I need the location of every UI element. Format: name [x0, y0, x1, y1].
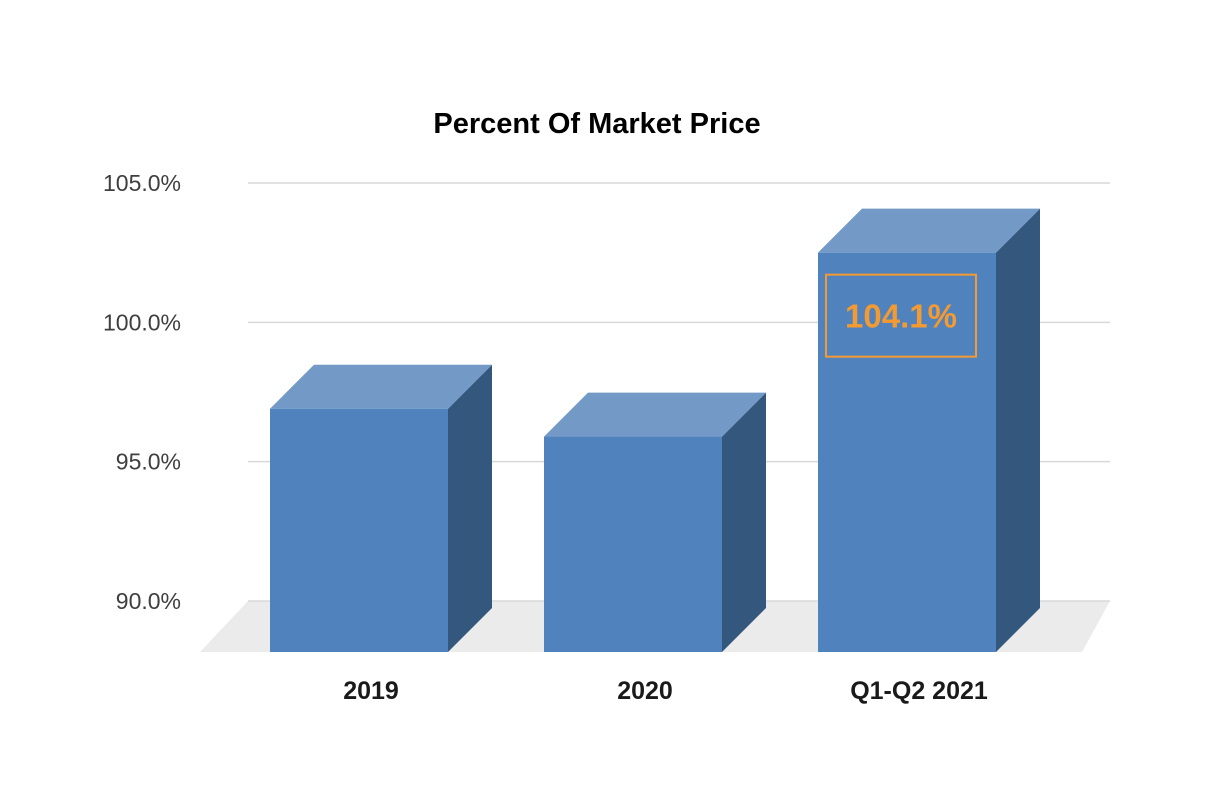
annotation-box	[825, 273, 977, 358]
annotation-label: 104.1%	[845, 298, 957, 335]
x-tick-label: 2020	[617, 677, 673, 705]
chart-title: Percent Of Market Price	[433, 108, 760, 140]
bar-top	[818, 208, 1040, 253]
bar-top	[270, 364, 492, 409]
annotations: 104.1%	[825, 273, 977, 358]
x-axis-tick-labels: 2019 2020 Q1-Q2 2021	[343, 677, 988, 705]
bar-side	[448, 364, 492, 652]
x-tick-label: 2019	[343, 677, 399, 705]
y-axis-tick-labels: 90.0% 95.0% 100.0% 105.0%	[103, 170, 181, 614]
bar-top	[544, 392, 766, 437]
bar	[818, 208, 1040, 652]
bar-front	[818, 252, 996, 652]
bar	[270, 364, 492, 652]
annotation-callout: 104.1%	[825, 273, 977, 358]
y-tick-label: 90.0%	[116, 588, 181, 614]
bar-side	[722, 392, 766, 652]
y-tick-label: 105.0%	[103, 170, 181, 196]
bars	[270, 208, 1040, 652]
x-tick-label: Q1-Q2 2021	[850, 677, 988, 705]
y-tick-label: 100.0%	[103, 309, 181, 335]
bar	[544, 392, 766, 652]
bar-side	[996, 208, 1040, 652]
bar-front	[544, 436, 722, 652]
y-tick-label: 95.0%	[116, 449, 181, 475]
bar-front	[270, 408, 448, 652]
